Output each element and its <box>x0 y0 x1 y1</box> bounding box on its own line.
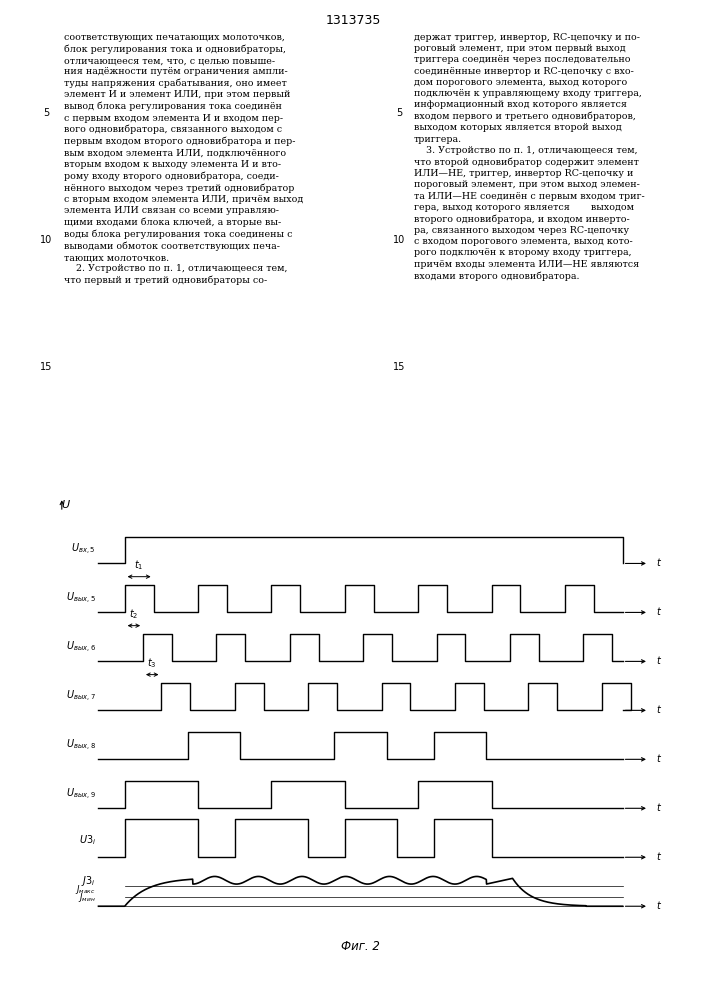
Text: $U_{вых,7}$: $U_{вых,7}$ <box>66 689 96 704</box>
Text: 15: 15 <box>40 362 52 372</box>
Text: t: t <box>657 705 660 715</box>
Text: $U_{вых,9}$: $U_{вых,9}$ <box>66 787 96 802</box>
Text: 5: 5 <box>43 108 49 118</box>
Text: t: t <box>657 754 660 764</box>
Text: $U3_i$: $U3_i$ <box>78 833 96 847</box>
Text: Фиг. 2: Фиг. 2 <box>341 940 380 953</box>
Text: $J3_i$: $J3_i$ <box>81 874 96 888</box>
Text: U: U <box>62 500 70 510</box>
Text: 15: 15 <box>393 362 406 372</box>
Text: $U_{вых,6}$: $U_{вых,6}$ <box>66 640 96 655</box>
Text: 1313735: 1313735 <box>326 14 381 27</box>
Text: t: t <box>657 803 660 813</box>
Text: 5: 5 <box>397 108 402 118</box>
Text: 10: 10 <box>393 235 406 245</box>
Text: t: t <box>657 852 660 862</box>
Text: t: t <box>657 656 660 666</box>
Text: $U_{вх,5}$: $U_{вх,5}$ <box>71 542 96 557</box>
Text: t: t <box>657 607 660 617</box>
Text: $t_2$: $t_2$ <box>129 607 139 621</box>
Text: $J_{мин}$: $J_{мин}$ <box>78 891 96 904</box>
Text: $t_3$: $t_3$ <box>148 656 157 670</box>
Text: $J_{макс}$: $J_{макс}$ <box>76 883 96 896</box>
Text: t: t <box>657 558 660 568</box>
Text: $t_1$: $t_1$ <box>134 558 144 572</box>
Text: t: t <box>657 901 660 911</box>
Text: соответствующих печатающих молоточков,
блок регулирования тока и одновибраторы,
: соответствующих печатающих молоточков, б… <box>64 33 303 285</box>
Text: $U_{вых,8}$: $U_{вых,8}$ <box>66 738 96 753</box>
Text: $U_{вых,5}$: $U_{вых,5}$ <box>66 591 96 606</box>
Text: 10: 10 <box>40 235 52 245</box>
Text: держат триггер, инвертор, RC-цепочку и по-
роговый элемент, при этом первый выхо: держат триггер, инвертор, RC-цепочку и п… <box>414 33 644 281</box>
